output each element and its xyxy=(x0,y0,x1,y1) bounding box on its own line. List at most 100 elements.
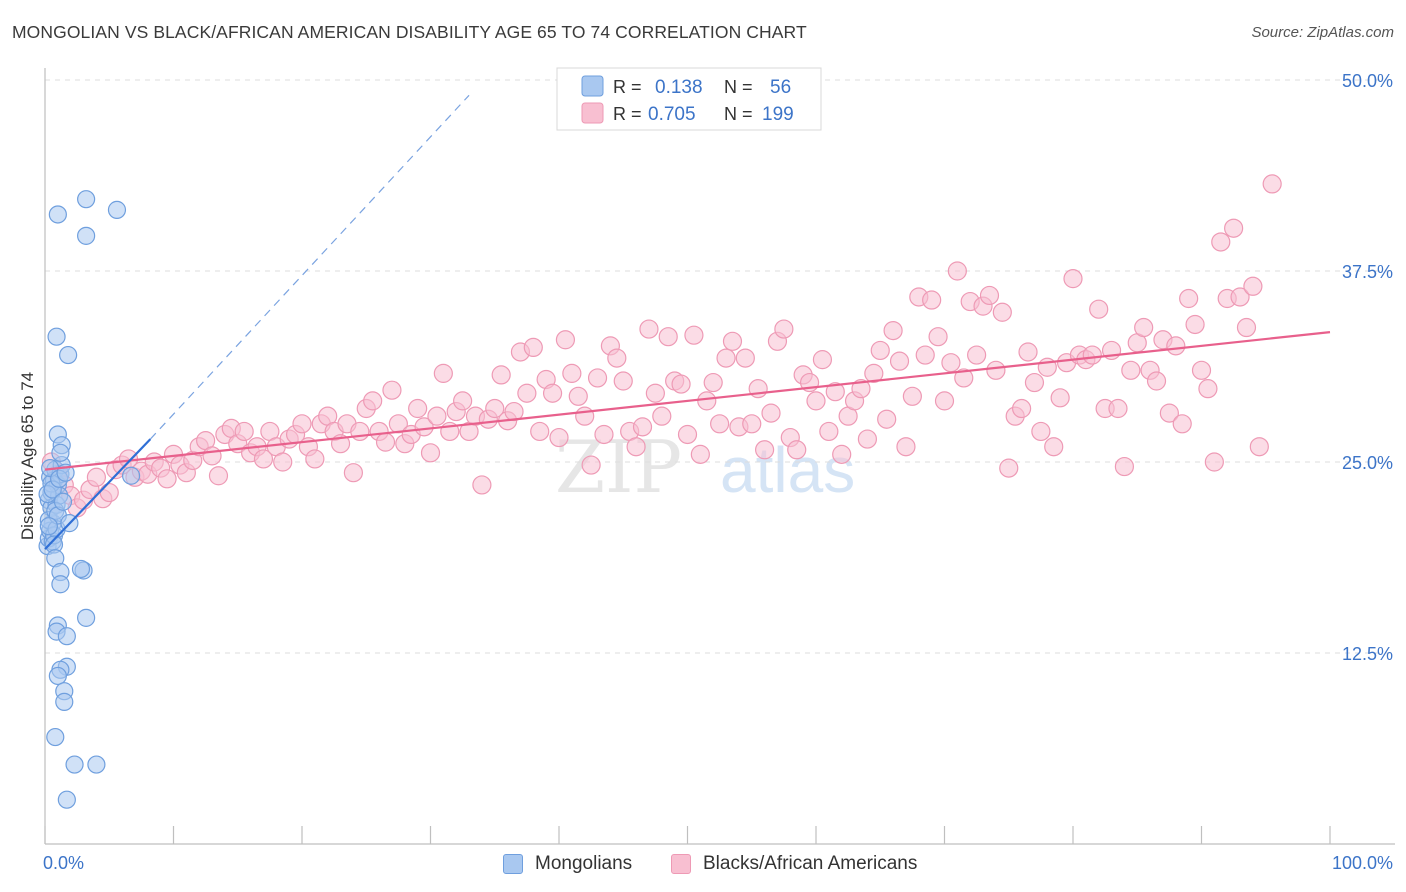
data-point-blacks xyxy=(806,391,826,411)
data-point-mongolians xyxy=(77,608,96,627)
data-point-blacks xyxy=(420,443,441,463)
data-point-blacks xyxy=(1121,360,1141,380)
data-point-blacks xyxy=(86,467,107,487)
data-point-blacks xyxy=(774,319,794,339)
data-point-mongolians xyxy=(48,666,67,686)
data-point-blacks xyxy=(857,429,878,449)
data-point-blacks xyxy=(253,449,274,469)
legend-item-mongolians[interactable]: Mongolians xyxy=(503,853,632,875)
legend-swatch-blacks xyxy=(581,102,604,124)
data-point-blacks xyxy=(562,363,582,383)
data-point-blacks xyxy=(658,327,678,347)
data-point-blacks xyxy=(754,440,775,460)
data-point-mongolians xyxy=(107,200,127,219)
data-point-blacks xyxy=(979,285,1000,306)
data-point-blacks xyxy=(433,363,453,383)
data-point-blacks xyxy=(575,406,595,426)
data-point-blacks xyxy=(1262,174,1282,194)
data-point-blacks xyxy=(639,319,659,339)
legend-label-blacks: Blacks/African Americans xyxy=(703,853,918,874)
data-point-blacks xyxy=(1204,452,1224,472)
data-point-blacks xyxy=(587,368,608,388)
data-point-blacks xyxy=(414,417,434,437)
data-point-blacks xyxy=(703,372,723,393)
data-point-mongolians xyxy=(51,443,70,462)
legend-item-blacks[interactable]: Blacks/African Americans xyxy=(671,853,917,875)
source-credit: Source: ZipAtlas.com xyxy=(1251,24,1394,41)
data-point-blacks xyxy=(202,446,222,466)
data-point-blacks xyxy=(742,414,762,434)
data-point-blacks xyxy=(877,409,897,429)
legend-swatch-blacks xyxy=(671,854,691,874)
data-point-blacks xyxy=(716,348,736,368)
data-point-blacks xyxy=(234,421,254,442)
data-point-blacks xyxy=(382,380,402,400)
data-point-mongolians xyxy=(121,466,141,485)
legend-label-mongolians: Mongolians xyxy=(535,853,633,874)
data-point-blacks xyxy=(1031,421,1051,442)
data-point-mongolians xyxy=(57,790,76,809)
data-point-blacks xyxy=(1082,345,1102,365)
data-point-blacks xyxy=(1018,342,1038,362)
y-tick-label: 25.0% xyxy=(1342,453,1393,473)
data-point-blacks xyxy=(934,391,955,411)
data-point-blacks xyxy=(1050,388,1070,408)
legend-n-label-mongolians: N = xyxy=(724,77,753,97)
data-point-blacks xyxy=(922,290,942,310)
data-point-blacks xyxy=(292,414,312,434)
data-point-blacks xyxy=(594,424,614,445)
data-point-blacks xyxy=(1089,299,1109,319)
stats-legend: R = 0.138 N = 56 R = 0.705 N = 199 xyxy=(556,67,822,131)
trend-lines xyxy=(44,94,1331,550)
data-point-blacks xyxy=(652,406,672,426)
data-point-blacks xyxy=(1063,269,1083,289)
data-point-blacks xyxy=(947,261,967,281)
y-tick-label: 37.5% xyxy=(1342,262,1393,282)
legend-n-value-blacks: 199 xyxy=(762,104,794,125)
data-point-mongolians xyxy=(51,575,70,594)
data-point-blacks xyxy=(941,353,961,373)
data-point-blacks xyxy=(870,340,890,361)
data-point-blacks xyxy=(350,421,370,442)
data-point-blacks xyxy=(530,421,550,442)
data-point-mongolians xyxy=(46,727,65,747)
data-point-blacks xyxy=(343,463,363,483)
data-point-blacks xyxy=(999,458,1019,478)
data-point-blacks xyxy=(761,403,781,423)
watermark-zip: ZIP xyxy=(555,425,682,509)
x-tick-label: 100.0% xyxy=(1332,853,1393,873)
data-point-blacks xyxy=(208,466,229,486)
data-point-blacks xyxy=(472,475,492,495)
data-point-blacks xyxy=(1044,437,1064,457)
data-point-mongolians xyxy=(77,226,96,245)
legend-swatch-mongolians xyxy=(581,75,604,97)
data-point-blacks xyxy=(1185,314,1205,335)
data-point-blacks xyxy=(819,421,839,442)
data-point-blacks xyxy=(697,391,717,411)
data-point-blacks xyxy=(851,379,871,399)
data-point-blacks xyxy=(1108,398,1128,419)
chart-title: MONGOLIAN VS BLACK/AFRICAN AMERICAN DISA… xyxy=(12,22,807,42)
y-axis-label: Disability Age 65 to 74 xyxy=(18,372,37,540)
data-point-blacks xyxy=(1011,398,1032,419)
legend-swatch-mongolians xyxy=(503,854,523,874)
data-point-blacks xyxy=(485,398,505,419)
data-point-blacks xyxy=(677,424,698,445)
data-point-blacks xyxy=(613,371,633,391)
data-point-blacks xyxy=(1230,287,1250,307)
data-point-mongolians xyxy=(39,517,58,536)
data-point-blacks xyxy=(1166,336,1186,356)
data-point-blacks xyxy=(864,363,884,383)
data-point-blacks xyxy=(517,383,537,403)
data-point-blacks xyxy=(523,337,543,357)
data-point-blacks xyxy=(787,440,807,460)
data-point-blacks xyxy=(542,383,563,403)
data-point-blacks xyxy=(375,432,396,452)
data-point-mongolians xyxy=(77,190,96,209)
legend-r-value-blacks: 0.705 xyxy=(648,104,696,125)
data-point-blacks xyxy=(671,374,691,394)
data-point-blacks xyxy=(1172,414,1192,434)
data-point-mongolians xyxy=(59,345,78,365)
data-point-blacks xyxy=(883,320,903,341)
